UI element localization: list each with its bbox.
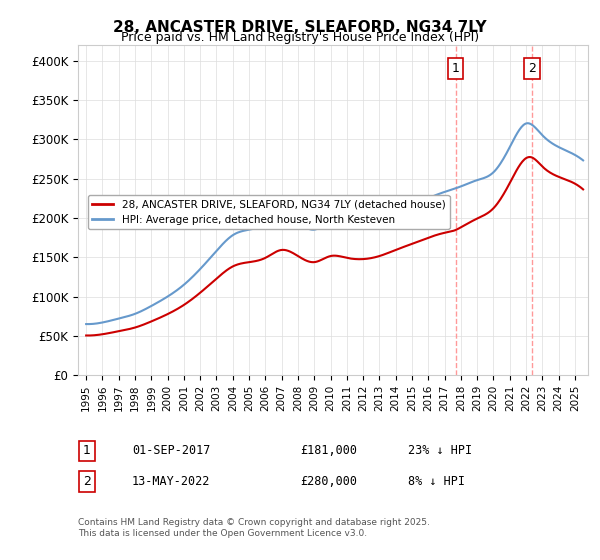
Text: 23% ↓ HPI: 23% ↓ HPI bbox=[408, 444, 472, 458]
Text: Price paid vs. HM Land Registry's House Price Index (HPI): Price paid vs. HM Land Registry's House … bbox=[121, 31, 479, 44]
Text: 28, ANCASTER DRIVE, SLEAFORD, NG34 7LY: 28, ANCASTER DRIVE, SLEAFORD, NG34 7LY bbox=[113, 20, 487, 35]
Text: 1: 1 bbox=[452, 62, 460, 75]
Text: 8% ↓ HPI: 8% ↓ HPI bbox=[408, 475, 465, 488]
Text: Contains HM Land Registry data © Crown copyright and database right 2025.
This d: Contains HM Land Registry data © Crown c… bbox=[78, 518, 430, 538]
Text: £181,000: £181,000 bbox=[300, 444, 357, 458]
Text: 1: 1 bbox=[83, 444, 91, 458]
Text: 01-SEP-2017: 01-SEP-2017 bbox=[132, 444, 211, 458]
Text: 13-MAY-2022: 13-MAY-2022 bbox=[132, 475, 211, 488]
Text: 2: 2 bbox=[83, 475, 91, 488]
Text: £280,000: £280,000 bbox=[300, 475, 357, 488]
Text: 2: 2 bbox=[528, 62, 536, 75]
Legend: 28, ANCASTER DRIVE, SLEAFORD, NG34 7LY (detached house), HPI: Average price, det: 28, ANCASTER DRIVE, SLEAFORD, NG34 7LY (… bbox=[88, 195, 449, 229]
